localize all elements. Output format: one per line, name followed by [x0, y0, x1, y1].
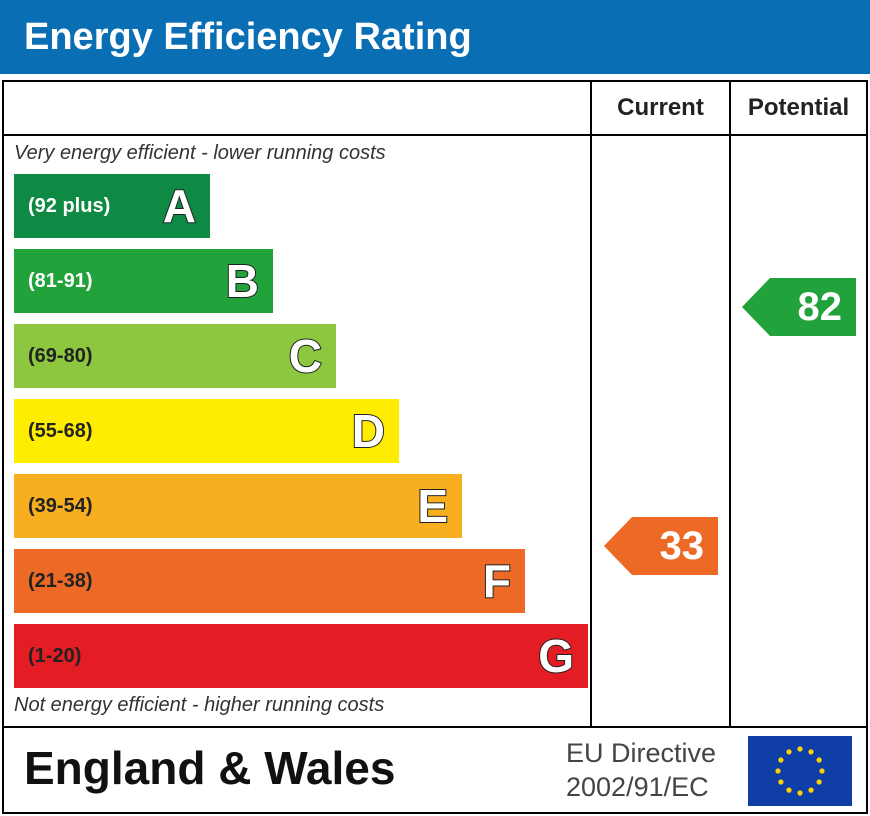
band-range-label: (1-20)	[28, 645, 82, 667]
band-letter: F	[482, 554, 512, 608]
band-letter: A	[162, 179, 197, 233]
band-range-label: (92 plus)	[28, 195, 111, 217]
flag-star	[816, 779, 822, 785]
band-letter: C	[288, 329, 323, 383]
top-caption: Very energy efficient - lower running co…	[14, 142, 386, 164]
column-divider	[729, 82, 731, 726]
band-range-label: (81-91)	[28, 270, 93, 292]
flag-star	[816, 757, 822, 763]
flag-star	[786, 787, 792, 793]
band-g: (1-20) G	[14, 624, 588, 688]
flag-star	[797, 790, 803, 796]
band-d: (55-68) D	[14, 399, 399, 463]
band-f: (21-38) F	[14, 549, 525, 613]
flag-star	[808, 749, 814, 755]
header-divider	[4, 134, 866, 136]
band-range-label: (55-68)	[28, 420, 93, 442]
region-label: England & Wales	[24, 742, 396, 794]
column-header-current: Current	[617, 94, 704, 121]
band-letter: E	[416, 479, 449, 533]
eu-directive-line2: 2002/91/EC	[566, 772, 709, 802]
flag-star	[778, 779, 784, 785]
band-e: (39-54) E	[14, 474, 462, 538]
flag-star	[775, 768, 781, 774]
bottom-caption: Not energy efficient - higher running co…	[14, 694, 385, 716]
current-rating-value: 33	[659, 524, 705, 568]
eu-directive-line1: EU Directive	[566, 738, 717, 768]
potential-rating-arrow: 82	[742, 278, 856, 336]
band-letter: G	[537, 629, 575, 683]
page-title: Energy Efficiency Rating	[0, 0, 870, 74]
band-c: (69-80) C	[14, 324, 336, 388]
current-rating-arrow: 33	[604, 517, 718, 575]
rating-table: Current Potential Very energy efficient …	[2, 80, 868, 728]
footer: England & Wales EU Directive 2002/91/EC	[2, 728, 868, 814]
flag-star	[808, 787, 814, 793]
column-divider	[590, 82, 592, 726]
flag-star	[786, 749, 792, 755]
column-header-potential: Potential	[747, 94, 850, 121]
eu-flag-icon	[748, 736, 852, 806]
eu-directive: EU Directive 2002/91/EC	[566, 736, 716, 804]
potential-rating-value: 82	[797, 285, 843, 329]
band-range-label: (69-80)	[28, 345, 93, 367]
flag-star	[778, 757, 784, 763]
band-letter: B	[225, 254, 260, 308]
band-range-label: (39-54)	[28, 495, 93, 517]
flag-star	[819, 768, 825, 774]
band-b: (81-91) B	[14, 249, 273, 313]
band-range-label: (21-38)	[28, 570, 93, 592]
band-letter: D	[351, 404, 386, 458]
flag-star	[797, 746, 803, 752]
band-a: (92 plus) A	[14, 174, 210, 238]
